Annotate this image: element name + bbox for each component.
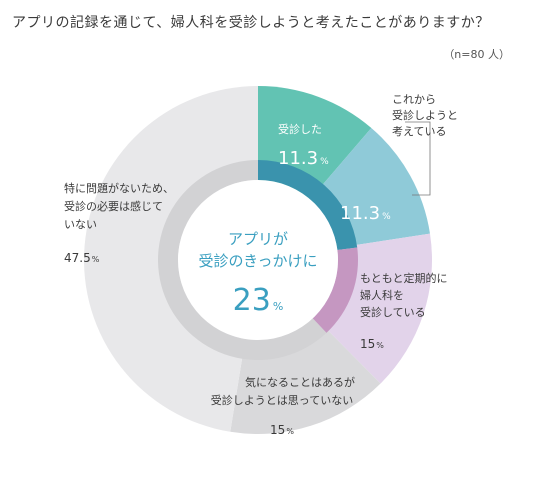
slice-label: 受診しようと bbox=[392, 108, 458, 122]
center-value: 23% bbox=[233, 283, 284, 318]
slice-value: 11.3% bbox=[278, 148, 329, 169]
slice-label: もともと定期的に bbox=[360, 271, 448, 285]
slice-value: 15% bbox=[360, 337, 384, 351]
inner-ring-segment bbox=[157, 160, 327, 360]
center-line2: 受診のきっかけに bbox=[199, 252, 318, 270]
chart-title: アプリの記録を通じて、婦人科を受診しようと考えたことがありますか？ bbox=[12, 15, 490, 31]
center-line1: アプリが bbox=[228, 230, 288, 248]
slice-label: 受診の必要は感じて bbox=[64, 199, 163, 213]
slice-value: 11.3% bbox=[340, 203, 391, 224]
slice-label: 考えている bbox=[392, 125, 446, 138]
slice-label: 気になることはあるが bbox=[245, 375, 355, 389]
sample-size: （n=80 人） bbox=[443, 48, 510, 61]
slice-label: これから bbox=[392, 93, 436, 106]
slice-label: 受診した bbox=[278, 122, 322, 136]
leader-line bbox=[405, 121, 431, 196]
slice-label: 受診しようとは思っていない bbox=[211, 393, 353, 407]
slice-label: 特に問題がないため、 bbox=[64, 181, 174, 195]
inner-ring-segment bbox=[258, 160, 358, 250]
slice-value: 47.5% bbox=[64, 251, 100, 265]
slice-value: 15% bbox=[270, 423, 294, 437]
inner-ring bbox=[157, 160, 358, 360]
center-hole bbox=[178, 180, 338, 340]
slice-label: 受診している bbox=[360, 305, 426, 319]
slice-label: 婦人科を bbox=[360, 288, 404, 302]
inner-ring-segment bbox=[312, 247, 358, 333]
slice-label: いない bbox=[64, 218, 97, 231]
